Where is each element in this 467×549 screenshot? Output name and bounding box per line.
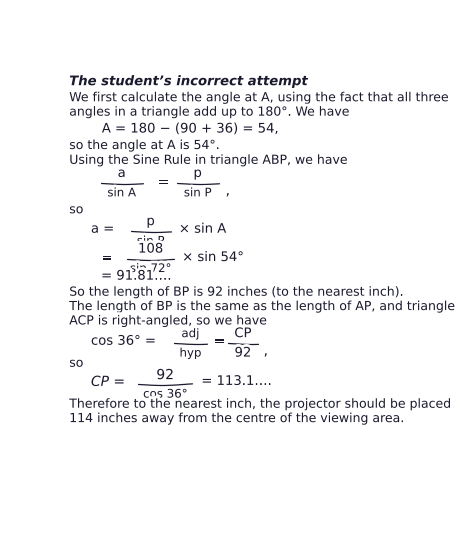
Text: a: a <box>118 167 126 180</box>
Text: ,: , <box>263 344 268 358</box>
Text: CP =: CP = <box>91 375 125 389</box>
Text: ,: , <box>226 184 230 198</box>
Text: so: so <box>69 357 83 369</box>
Text: Using the Sine Rule in triangle ABP, we have: Using the Sine Rule in triangle ABP, we … <box>69 154 348 167</box>
Text: 92: 92 <box>156 368 174 382</box>
Text: The length of BP is the same as the length of AP, and triangle: The length of BP is the same as the leng… <box>69 300 456 313</box>
Text: 92: 92 <box>234 346 251 360</box>
Text: sin 72°: sin 72° <box>130 262 171 275</box>
Text: 108: 108 <box>138 243 163 256</box>
Text: So the length of BP is 92 inches (to the nearest inch).: So the length of BP is 92 inches (to the… <box>69 285 404 299</box>
Text: × sin 54°: × sin 54° <box>182 251 244 264</box>
Text: sin P: sin P <box>184 186 212 199</box>
Text: Therefore to the nearest inch, the projector should be placed: Therefore to the nearest inch, the proje… <box>69 397 452 411</box>
Text: p: p <box>147 215 155 228</box>
Text: angles in a triangle add up to 180°. We have: angles in a triangle add up to 180°. We … <box>69 105 350 119</box>
Text: cos 36° =: cos 36° = <box>91 335 156 348</box>
Text: ACP is right-angled, so we have: ACP is right-angled, so we have <box>69 315 268 327</box>
Text: CP: CP <box>234 327 252 340</box>
Text: sin A: sin A <box>107 186 136 199</box>
Text: = 91.81….: = 91.81…. <box>101 270 171 283</box>
Text: =: = <box>214 335 226 349</box>
Text: We first calculate the angle at A, using the fact that all three: We first calculate the angle at A, using… <box>69 91 450 104</box>
Text: cos 36°: cos 36° <box>143 388 187 401</box>
Text: so: so <box>69 203 83 216</box>
Text: =: = <box>101 251 113 265</box>
Text: 114 inches away from the centre of the viewing area.: 114 inches away from the centre of the v… <box>69 412 405 425</box>
Text: p: p <box>193 167 202 180</box>
Text: = 113.1….: = 113.1…. <box>201 375 272 388</box>
Text: The student’s incorrect attempt: The student’s incorrect attempt <box>69 75 309 88</box>
Text: hyp: hyp <box>179 346 201 360</box>
Text: a =: a = <box>91 223 114 236</box>
Text: A = 180 − (90 + 36) = 54,: A = 180 − (90 + 36) = 54, <box>102 122 279 136</box>
Text: sin P: sin P <box>137 234 164 248</box>
Text: so the angle at A is 54°.: so the angle at A is 54°. <box>69 139 220 152</box>
Text: × sin A: × sin A <box>179 223 227 236</box>
Text: =: = <box>157 175 169 189</box>
Text: adj: adj <box>181 327 199 340</box>
